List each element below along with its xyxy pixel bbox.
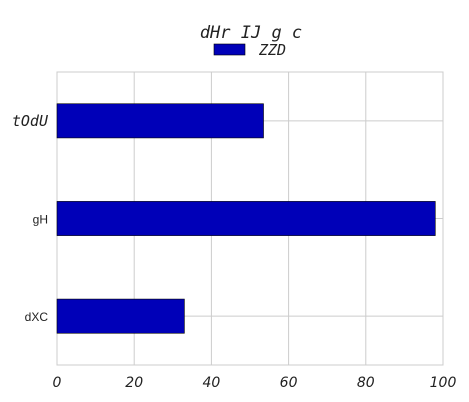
x-tick-label: 40 [202, 375, 220, 391]
x-tick-label: 20 [125, 375, 143, 391]
y-tick-label: dXC [25, 310, 49, 324]
bar [56, 201, 436, 236]
bar [56, 103, 264, 139]
plot-area: 0 20 40 60 80 100 tOdU gH dXC [12, 71, 457, 391]
chart-title: dHr IJ g c [200, 23, 302, 43]
x-tick-label: 0 [53, 375, 62, 391]
y-tick-label: tOdU [12, 112, 49, 130]
legend: ZZD [213, 41, 286, 59]
x-tick-label: 60 [280, 375, 298, 391]
x-tick-label: 80 [357, 375, 375, 391]
y-tick-label: gH [33, 213, 48, 227]
legend-label: ZZD [258, 41, 286, 59]
x-tick-label: 100 [430, 375, 457, 391]
bar [56, 298, 185, 334]
legend-swatch [213, 43, 246, 56]
